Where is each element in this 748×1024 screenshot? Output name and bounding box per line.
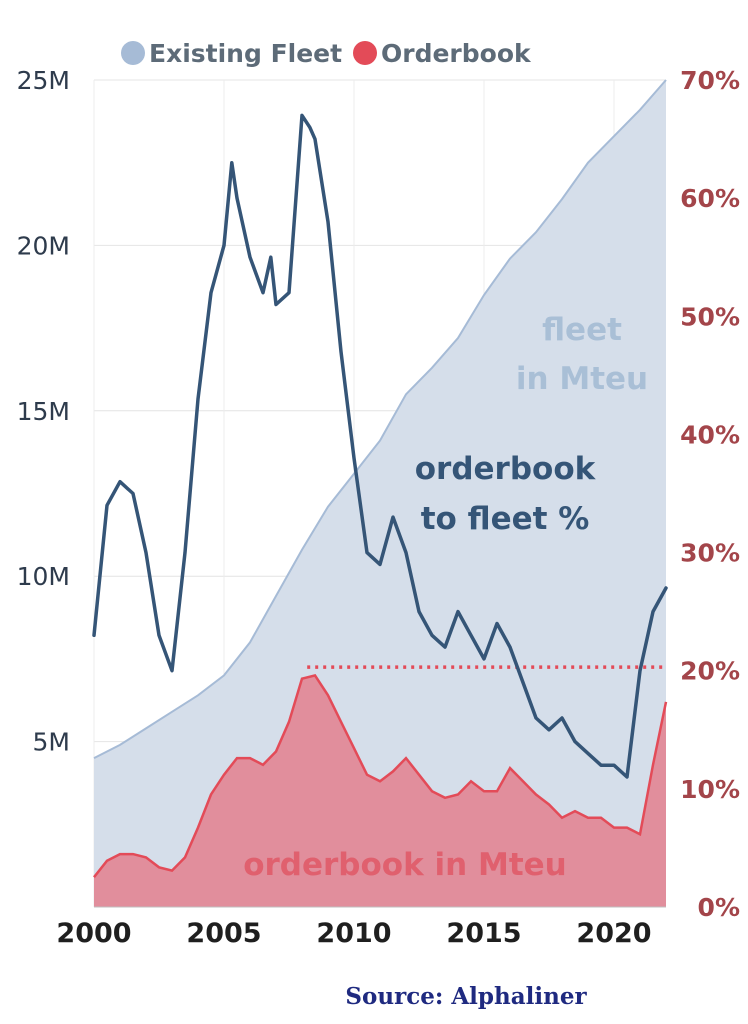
legend-swatch-fleet xyxy=(121,41,145,65)
axes: 5M 10M 15M 20M 25M 0% 10% 20% 30% 40% 50% 60% 70% 200… xyxy=(17,66,740,949)
y-right-tick-label: 30% xyxy=(680,539,740,568)
annotation-orderbook: orderbook in Mteu xyxy=(243,847,567,883)
y-left-tick-label: 10M xyxy=(17,562,70,591)
y-left-tick-label: 25M xyxy=(17,66,70,95)
legend-label-fleet: Existing Fleet xyxy=(149,39,342,68)
annotation-fleet-line1: fleet xyxy=(542,312,622,348)
y-right-tick-label: 50% xyxy=(680,302,740,331)
y-left-tick-label: 15M xyxy=(17,397,70,426)
source-caption: Source: Alphaliner xyxy=(345,983,587,1010)
annotation-fleet-line2: in Mteu xyxy=(516,361,648,397)
plot-areas xyxy=(93,79,668,907)
y-right-tick-label: 20% xyxy=(680,657,740,686)
x-tick-label: 2015 xyxy=(446,918,521,949)
legend-swatch-orderbook xyxy=(353,41,377,65)
series-fleet-area xyxy=(94,80,666,907)
series-ratio-line xyxy=(92,113,668,779)
y-left-tick-label: 5M xyxy=(33,728,70,757)
annotation-ratio-line2: to fleet % xyxy=(421,501,590,537)
series-orderbook-area xyxy=(94,675,666,907)
plot-lines xyxy=(92,113,668,779)
y-left-tick-label: 20M xyxy=(17,231,70,260)
y-right-tick-label: 10% xyxy=(680,775,740,804)
series-fleet-line xyxy=(93,79,667,759)
legend-label-orderbook: Orderbook xyxy=(381,39,532,68)
annotations: fleet in Mteu orderbook to fleet % order… xyxy=(243,312,648,883)
y-right-tick-label: 0% xyxy=(698,893,740,922)
x-tick-label: 2010 xyxy=(316,918,391,949)
x-tick-label: 2000 xyxy=(56,918,131,949)
y-right-tick-label: 60% xyxy=(680,184,740,213)
legend: Existing Fleet Orderbook xyxy=(121,39,532,68)
x-tick-label: 2005 xyxy=(186,918,261,949)
y-right-tick-label: 70% xyxy=(680,66,740,95)
series-orderbook-line xyxy=(93,673,668,878)
x-tick-label: 2020 xyxy=(576,918,651,949)
y-right-tick-label: 40% xyxy=(680,420,740,449)
annotation-ratio-line1: orderbook xyxy=(415,451,597,487)
